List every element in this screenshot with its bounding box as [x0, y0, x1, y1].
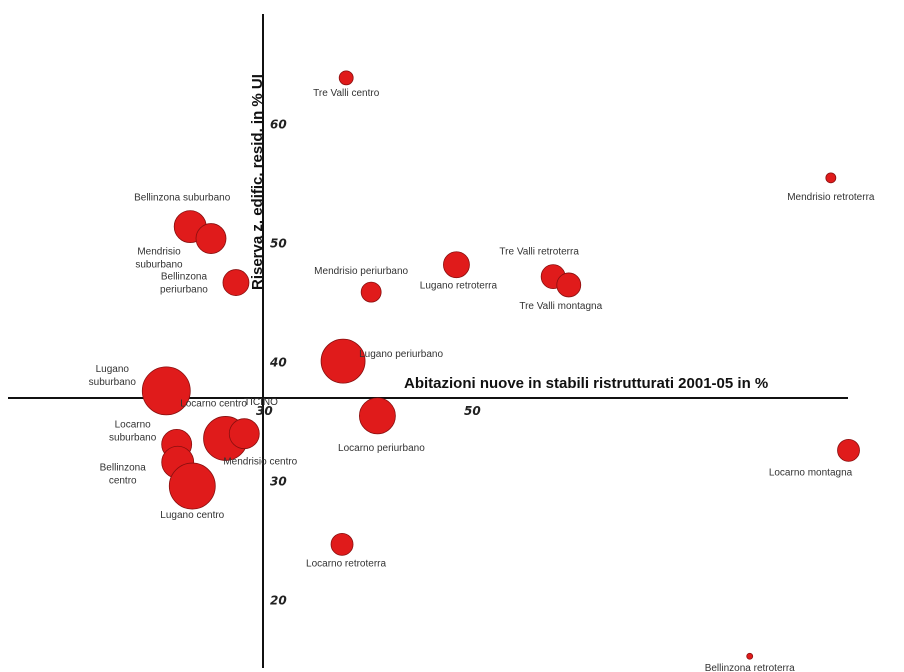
data-point-label: Mendrisio periurbano	[314, 266, 408, 277]
data-point-label: Bellinzona suburbano	[134, 193, 231, 204]
data-point-bubble	[825, 172, 837, 184]
data-point-label: Bellinzona retroterra	[705, 663, 795, 672]
data-point-label: Mendrisio retroterra	[787, 192, 875, 203]
data-point-bubble	[330, 532, 354, 556]
ticks: 3040502030405060	[256, 117, 481, 607]
y-tick-label: 50	[270, 236, 287, 250]
data-point-label: Mendrisio suburbano	[135, 247, 183, 271]
data-point-label: Locarno retroterra	[306, 558, 386, 569]
data-point-label: Tre Valli centro	[313, 88, 380, 99]
y-tick-label: 20	[270, 593, 287, 607]
x-tick-label: 30	[256, 404, 273, 418]
data-point-label: Locarno montagna	[769, 467, 853, 478]
data-point-bubble	[556, 272, 582, 298]
data-point-bubble	[228, 418, 260, 450]
x-tick-label: 50	[464, 404, 481, 418]
y-tick-label: 30	[270, 474, 287, 488]
data-point-label: Locarno periurbano	[338, 443, 425, 454]
data-point-bubble	[360, 281, 382, 303]
data-point-label: Lugano retroterra	[420, 281, 498, 292]
bubble-labels: Tre Valli centro Mendrisio retroterra Bell…	[89, 88, 875, 672]
axes: Riserva z. edific. resid. in % UI Abitaz…	[8, 14, 848, 668]
data-point-bubble	[837, 438, 860, 462]
data-point-label: Lugano centro	[160, 510, 224, 521]
data-point-bubble	[222, 269, 250, 296]
data-point-bubble	[195, 223, 227, 254]
data-point-label: Locarno centro	[180, 398, 247, 409]
data-point-bubble	[168, 462, 216, 510]
data-point-label: Tre Valli retroterra	[499, 247, 579, 258]
data-point-label: Tre Valli montagna	[519, 301, 602, 312]
data-point-label: Bellinzona periurbano	[160, 272, 208, 296]
data-point-label: Mendrisio centro	[223, 457, 297, 468]
data-point-label: Lugano suburbano	[89, 364, 137, 388]
data-point-bubble	[141, 366, 191, 416]
data-point-label: Locarno suburbano	[109, 419, 157, 443]
data-point-bubble	[358, 397, 396, 435]
origin-label: TICINO	[244, 397, 278, 408]
data-point-bubble	[320, 338, 366, 384]
data-point-bubble	[443, 251, 470, 279]
data-point-label: Lugano periurbano	[359, 349, 443, 360]
data-point-bubble	[338, 70, 354, 86]
y-tick-label: 60	[270, 117, 287, 131]
x-axis-title: Abitazioni nuove in stabili ristrutturat…	[404, 375, 768, 392]
data-point-label: Bellinzona centro	[100, 462, 147, 486]
data-point-bubble	[746, 652, 754, 660]
bubbles	[141, 70, 860, 660]
y-axis-title: Riserva z. edific. resid. in % UI	[249, 74, 266, 290]
y-tick-label: 40	[269, 355, 287, 369]
